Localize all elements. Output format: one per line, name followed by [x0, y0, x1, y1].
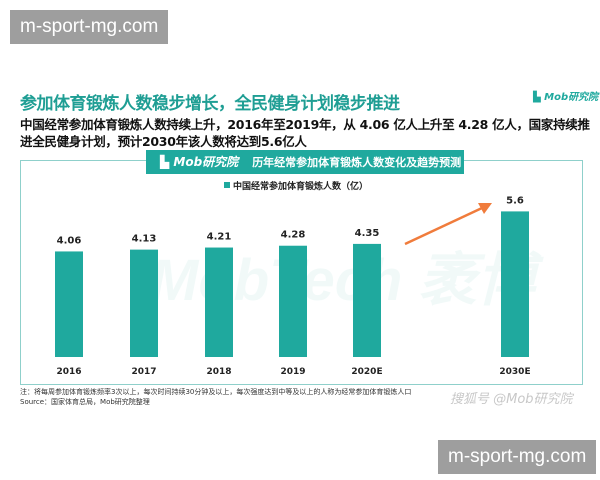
value-label: 4.06	[57, 235, 82, 246]
x-tick-label: 2017	[131, 367, 156, 377]
x-tick-label: 2016	[56, 367, 81, 377]
value-label: 4.21	[207, 232, 232, 243]
x-tick-label: 2019	[280, 367, 305, 377]
credit-watermark: 搜狐号 @Mob研究院	[450, 392, 573, 407]
footnote: 注：将每周参加体育锻炼频率3次以上，每次时间持续30分钟及以上，每次强度达到中等…	[20, 387, 411, 407]
chart-title: 历年经常参加体育锻炼人数变化及趋势预测	[252, 156, 462, 169]
bar-2017	[130, 249, 158, 357]
legend-label: 中国经常参加体育锻炼人数（亿）	[233, 180, 368, 192]
bar-2030E	[501, 211, 529, 357]
bar-2019	[279, 245, 307, 357]
x-tick-label: 2030E	[499, 367, 530, 377]
bar-2018	[205, 247, 233, 357]
mob-logo: ▙ Mob研究院	[533, 92, 599, 103]
chart-logo: ▙ Mob研究院	[160, 155, 239, 169]
subtitle: 中国经常参加体育锻炼人数持续上升，2016年至2019年，从 4.06 亿人上升…	[20, 117, 590, 149]
chart-header: ▙ Mob研究院 历年经常参加体育锻炼人数变化及趋势预测	[146, 150, 464, 174]
value-label: 5.6	[506, 195, 524, 206]
legend-swatch	[224, 182, 230, 188]
x-tick-label: 2018	[206, 367, 231, 377]
trend-arrow-head	[478, 203, 492, 214]
site-watermark: m-sport-mg.com	[10, 10, 169, 44]
note-text: 注：将每周参加体育锻炼频率3次以上，每次时间持续30分钟及以上，每次强度达到中等…	[20, 388, 412, 396]
site-watermark-bottom: m-sport-mg.com	[438, 440, 597, 474]
bar-2020E	[353, 243, 381, 357]
value-label: 4.28	[281, 230, 306, 241]
x-tick-label: 2020E	[351, 367, 382, 377]
source-text: Source：国家体育总局，Mob研究院整理	[20, 398, 150, 406]
page-title: 参加体育锻炼人数稳步增长，全民健身计划稳步推进	[20, 94, 400, 114]
value-label: 4.35	[355, 228, 380, 239]
bar-2016	[55, 251, 83, 357]
trend-arrow	[404, 206, 483, 246]
value-label: 4.13	[132, 234, 157, 245]
